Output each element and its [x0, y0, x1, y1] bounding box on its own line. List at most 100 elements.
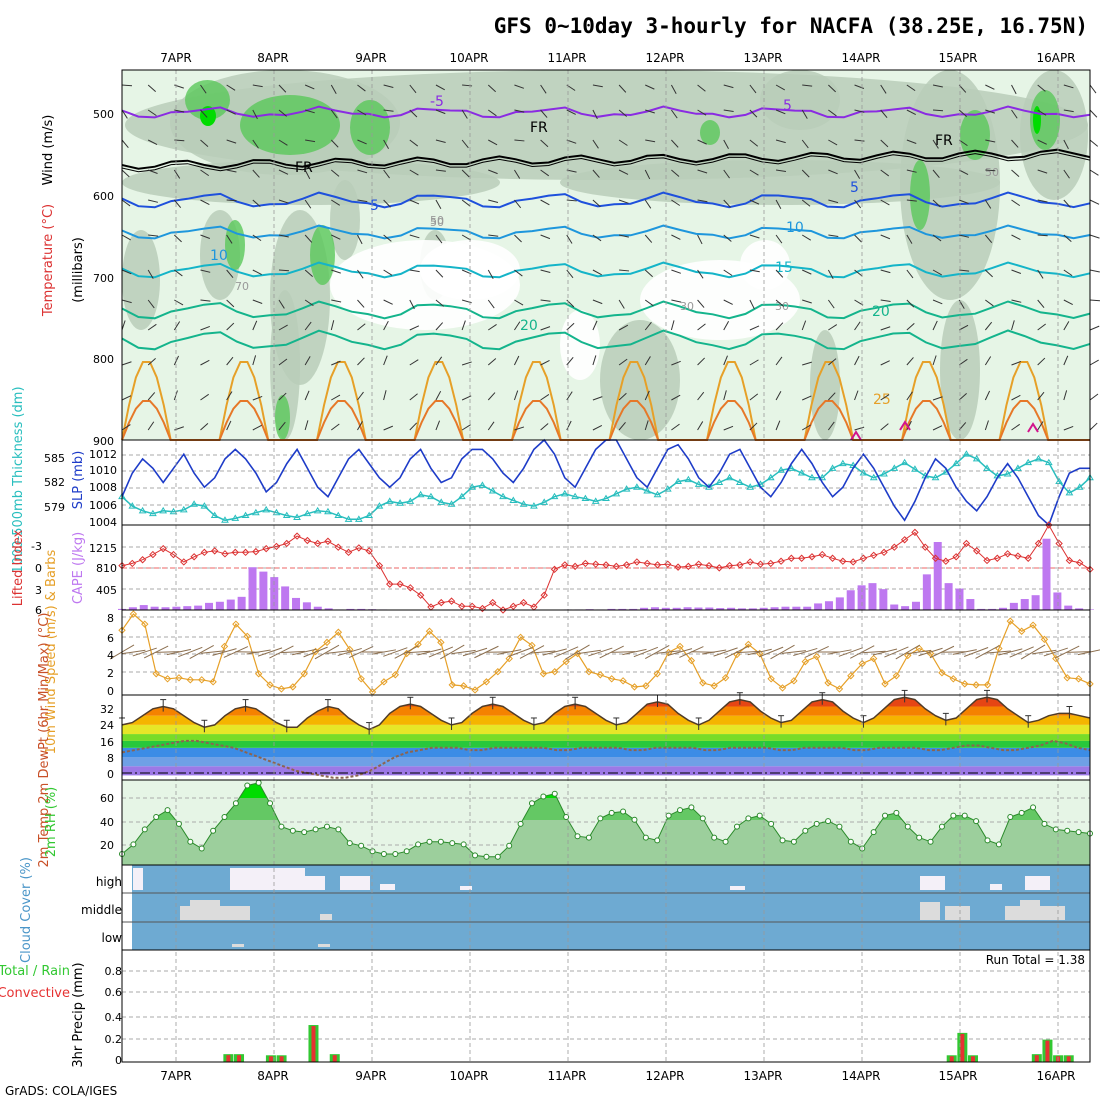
rh-point [1064, 827, 1071, 834]
wind-barb [252, 139, 259, 149]
isotherm-35 [1027, 422, 1039, 433]
wind-barb [488, 139, 498, 146]
li-point [416, 591, 425, 599]
wind-barb [435, 299, 444, 307]
wind-barb [200, 169, 210, 177]
thickness-point [437, 498, 446, 505]
cape-bar [759, 607, 768, 610]
temp-tick: 16 [100, 736, 114, 749]
wind-barb [985, 269, 993, 278]
wind-barb [304, 199, 312, 209]
wind-barb [252, 395, 263, 401]
wind-barb [801, 169, 810, 178]
precip-convective-bar [226, 1055, 231, 1062]
wind-barb [383, 299, 393, 305]
wind-barb [540, 109, 548, 118]
wind-barb [670, 109, 678, 119]
contour-label: 10 [210, 248, 228, 264]
thickness-point [488, 487, 497, 494]
wind-barb [357, 199, 368, 203]
rh-point [802, 827, 809, 834]
wind-barb [854, 426, 865, 431]
slp-tick: 1004 [89, 516, 117, 529]
li-tick: 6 [35, 604, 42, 617]
wind-speed-point [357, 675, 365, 683]
thickness-point [427, 492, 435, 500]
rh-point [563, 814, 570, 821]
wind-barb [487, 324, 497, 331]
wind-barb [383, 647, 408, 657]
upper-ylabel-rh: RH (%) [29, 287, 44, 332]
wind-barb [226, 109, 236, 115]
contour-label: 50 [430, 216, 444, 229]
wind-barb [1063, 390, 1068, 401]
rh-point [631, 816, 638, 823]
cloud-mid-block [320, 914, 332, 920]
rh2m-panel [119, 779, 1093, 865]
thickness-point [694, 480, 703, 487]
rh-y-axis: 60 40 20 2m RH (%) [44, 787, 114, 858]
rh-moist-area [910, 160, 930, 230]
wind-barb [304, 84, 315, 90]
wind-barb [304, 234, 313, 243]
wind-barb [121, 395, 132, 401]
wind-barb [723, 355, 728, 366]
wind-barb [331, 360, 341, 366]
wind-speed-point [642, 682, 650, 690]
wind-barb [671, 394, 681, 401]
wind-barb [932, 234, 942, 242]
cape-bar [1064, 605, 1073, 610]
wind-barb [906, 169, 917, 173]
contour-label: 30 [775, 300, 789, 313]
rh-point [483, 853, 490, 860]
wind-speed-point [209, 678, 217, 686]
wind-barb [566, 199, 577, 202]
wind-barb [1089, 422, 1098, 431]
thickness-point [1055, 477, 1063, 485]
wind-barb [1011, 139, 1019, 148]
wind-barb [540, 423, 549, 431]
wind-barb [226, 322, 235, 331]
wind-barb [697, 234, 703, 245]
thickness-point [478, 481, 487, 488]
wind-barb [697, 139, 707, 145]
cape-bar [727, 607, 736, 610]
wind-barb [200, 325, 211, 331]
rh-point [358, 842, 365, 849]
wind-barb [670, 84, 677, 95]
thickness-point [777, 466, 785, 473]
thickness-point [324, 507, 332, 515]
rh-point [301, 829, 308, 836]
thickness-point [293, 513, 301, 520]
wind-barb [1011, 109, 1018, 119]
li-point [344, 548, 353, 557]
wind-barb [148, 199, 159, 203]
wind-barb [514, 321, 521, 331]
wind-barb [880, 360, 890, 366]
rh-point [198, 845, 205, 852]
wind-barb [226, 420, 232, 431]
rh-point [221, 814, 228, 821]
thickness-point [1014, 464, 1022, 471]
wind-barb [147, 269, 154, 279]
contour-label: FR [530, 120, 548, 136]
wind-barb [697, 109, 707, 116]
wind-barb [1011, 199, 1021, 207]
temp-band [122, 697, 1090, 707]
wind-barb [618, 392, 627, 401]
wind-barb [775, 139, 786, 144]
rh-point [597, 815, 604, 822]
wind-barb [1037, 391, 1045, 401]
cape-bar [661, 607, 670, 610]
wind-barb [854, 169, 861, 179]
wind-barb [278, 392, 287, 401]
wind-barb [854, 269, 863, 277]
wind-speed-point [254, 670, 263, 678]
li-point [138, 556, 147, 564]
wind-barb [667, 648, 693, 656]
cape-bar [618, 608, 627, 610]
wind-barb [576, 649, 601, 655]
li-point [169, 550, 178, 559]
li-point [890, 543, 899, 551]
wind-barb [592, 320, 598, 331]
